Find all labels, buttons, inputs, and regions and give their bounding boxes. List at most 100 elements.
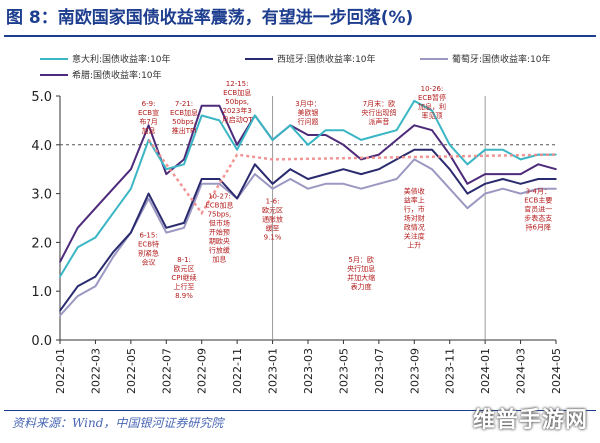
legend-swatch-italy bbox=[40, 57, 68, 60]
series-point-0 bbox=[502, 148, 504, 151]
annotation-0-line-2: 布7月 bbox=[139, 117, 157, 126]
series-point-1 bbox=[183, 222, 185, 224]
series-point-3 bbox=[484, 173, 486, 175]
annotation-6-line-2: 别紧急 bbox=[138, 249, 159, 258]
legend-item-portugal: 葡萄牙:国债收益率:10年 bbox=[420, 52, 551, 65]
series-point-3 bbox=[94, 207, 97, 210]
series-point-3 bbox=[342, 144, 345, 146]
trend-arrow-path bbox=[147, 139, 557, 216]
legend-swatch-spain bbox=[245, 57, 273, 60]
x-tick-label: 2024-05 bbox=[550, 348, 563, 394]
series-point-0 bbox=[395, 129, 398, 131]
title-divider bbox=[4, 35, 596, 37]
series-point-0 bbox=[130, 187, 132, 190]
x-tick-label: 2022-09 bbox=[196, 348, 209, 394]
series-point-1 bbox=[271, 183, 274, 185]
legend-label-italy: 意大利:国债收益率:10年 bbox=[72, 55, 171, 65]
x-tick-label: 2023-07 bbox=[373, 348, 386, 394]
series-point-3 bbox=[200, 104, 203, 107]
series-point-3 bbox=[413, 124, 416, 127]
series-point-1 bbox=[94, 275, 97, 278]
series-point-3 bbox=[431, 129, 433, 131]
y-tick-label: 4.0 bbox=[31, 139, 52, 154]
annotation-6-line-3: 会议 bbox=[142, 258, 156, 267]
series-point-0 bbox=[466, 163, 469, 166]
annotation-7-line-4: 8.9% bbox=[175, 292, 193, 300]
annotation-6-line-1: ECB特 bbox=[138, 240, 159, 249]
x-tick-label: 2022-01 bbox=[54, 348, 67, 394]
series-point-3 bbox=[76, 226, 79, 229]
series-point-2 bbox=[307, 187, 309, 190]
series-point-2 bbox=[519, 192, 522, 195]
annotation-0-line-3: 加息 bbox=[142, 126, 156, 135]
y-tick-label: 0.0 bbox=[31, 334, 52, 349]
series-point-2 bbox=[484, 192, 486, 195]
annotation-8-line-1: ECB加息 bbox=[205, 200, 233, 209]
annotation-0-line-1: ECB宣 bbox=[138, 108, 159, 117]
series-point-1 bbox=[200, 178, 203, 180]
series-point-2 bbox=[537, 187, 540, 190]
series-point-0 bbox=[218, 119, 221, 122]
annotation-10-line-1: 央行加息 bbox=[347, 264, 375, 273]
watermark-logo: 维普手游网 bbox=[472, 408, 588, 433]
series-point-0 bbox=[271, 139, 274, 141]
series-point-2 bbox=[360, 187, 362, 190]
annotation-10-line-2: 并加大缩 bbox=[347, 273, 375, 282]
annotation-1-line-3: 推出TPI bbox=[172, 126, 197, 135]
series-point-1 bbox=[484, 183, 486, 185]
series-line-3 bbox=[59, 104, 557, 263]
annotation-0-line-0: 6-9: bbox=[142, 100, 156, 108]
annotation-8-line-2: 75bps, bbox=[208, 210, 232, 218]
series-point-2 bbox=[218, 183, 221, 185]
annotation-8-line-4: 开始预 bbox=[209, 227, 230, 236]
series-point-1 bbox=[59, 309, 61, 312]
series-point-1 bbox=[289, 168, 292, 170]
series-point-1 bbox=[360, 173, 362, 175]
series-point-3 bbox=[537, 163, 540, 166]
legend-item-italy: 意大利:国债收益率:10年 bbox=[40, 52, 171, 65]
series-point-3 bbox=[395, 139, 398, 141]
y-tick-label: 2.0 bbox=[31, 236, 52, 251]
annotation-7-line-2: CPI继续 bbox=[171, 273, 196, 282]
series-point-0 bbox=[519, 158, 522, 161]
series-point-0 bbox=[448, 144, 451, 146]
series-point-2 bbox=[466, 207, 469, 210]
annotation-7-line-1: 欧元区 bbox=[174, 264, 195, 273]
series-point-1 bbox=[378, 168, 380, 170]
y-tick-label: 5.0 bbox=[31, 90, 52, 105]
annotation-11-line-4: 政情况 bbox=[404, 223, 425, 232]
series-point-2 bbox=[555, 187, 557, 190]
annotation-11-line-2: 行，市 bbox=[404, 205, 425, 214]
series-point-0 bbox=[431, 109, 433, 112]
annotation-4-line-2: 派声音 bbox=[368, 117, 389, 126]
annotation-2-line-4: 月启动QT bbox=[222, 115, 254, 124]
annotation-4-line-1: 央行出现鸽 bbox=[361, 108, 396, 117]
annotation-2-line-0: 12-15: bbox=[226, 80, 249, 88]
series-point-2 bbox=[147, 197, 150, 200]
series-point-3 bbox=[307, 134, 309, 136]
series-point-0 bbox=[289, 124, 292, 127]
annotation-8-line-6: 行放缓 bbox=[209, 245, 230, 254]
series-point-2 bbox=[76, 295, 79, 297]
x-tick-label: 2022-07 bbox=[160, 348, 173, 394]
legend-label-spain: 西班牙:国债收益率:10年 bbox=[277, 55, 376, 65]
series-point-0 bbox=[200, 114, 203, 117]
annotation-10-line-3: 表力度 bbox=[351, 282, 372, 291]
annotation-2-line-1: ECB加息 bbox=[223, 88, 251, 97]
x-tick-label: 2023-03 bbox=[302, 348, 315, 394]
series-point-3 bbox=[112, 187, 114, 190]
annotation-5-line-3: 率见顶 bbox=[422, 111, 443, 120]
series-point-2 bbox=[431, 168, 433, 170]
series-point-2 bbox=[112, 256, 114, 258]
series-point-0 bbox=[537, 153, 540, 156]
series-line-2 bbox=[59, 158, 556, 317]
annotation-10-line-0: 5月：欧 bbox=[348, 255, 373, 264]
series-point-0 bbox=[183, 163, 185, 166]
annotation-11-line-1: 益率上 bbox=[404, 196, 425, 205]
series-point-2 bbox=[324, 183, 327, 185]
series-point-0 bbox=[94, 236, 97, 239]
series-point-1 bbox=[307, 178, 309, 180]
series-point-3 bbox=[130, 168, 132, 170]
series-point-1 bbox=[466, 192, 469, 195]
legend-label-portugal: 葡萄牙:国债收益率:10年 bbox=[452, 55, 551, 65]
